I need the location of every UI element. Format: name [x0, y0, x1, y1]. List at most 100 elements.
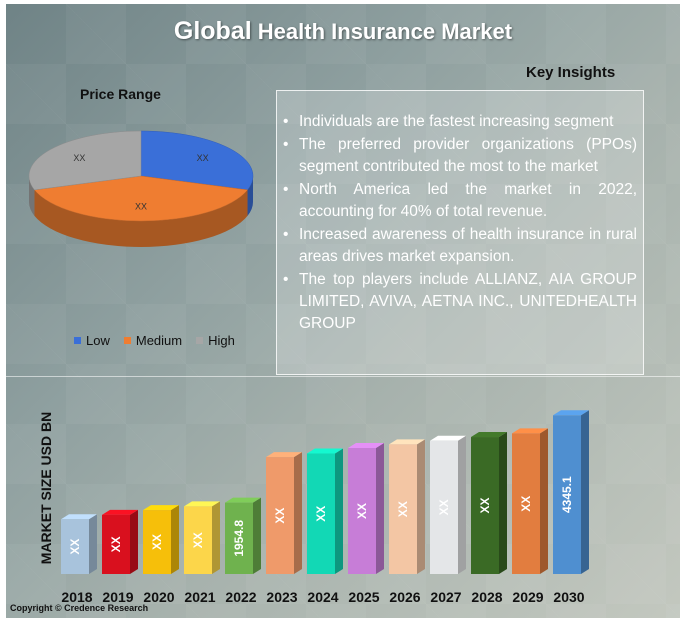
legend-swatch-high: [196, 337, 204, 344]
bar-front: [143, 510, 171, 574]
bar-front: [266, 457, 294, 574]
bar-front: [102, 514, 130, 574]
insight-item: The preferred provider organizations (PP…: [283, 134, 637, 178]
bar-top: [143, 505, 179, 511]
bar-data-label: XX: [109, 536, 123, 552]
pie-data-label: XX: [73, 153, 85, 163]
x-tick-label: 2030: [553, 589, 584, 605]
bar-front: [348, 448, 376, 574]
bar-front: [184, 506, 212, 574]
bar-top: [61, 514, 97, 520]
bar-front: [430, 440, 458, 574]
bar-top: [266, 452, 302, 458]
key-insights-box: Individuals are the fastest increasing s…: [276, 90, 644, 375]
legend-label-low: Low: [86, 333, 110, 348]
title-part2: Health Insurance Market: [257, 19, 513, 44]
bar-data-label: XX: [396, 501, 410, 517]
x-tick-label: 2023: [266, 589, 297, 605]
bar-top: [225, 497, 261, 503]
bar-top: [348, 443, 384, 448]
infographic-canvas: Global Health Insurance Market Price Ran…: [6, 4, 680, 618]
bar-data-label: 1954.8: [232, 520, 246, 557]
bar-top: [471, 432, 507, 438]
bar-front: [225, 502, 253, 574]
pie-chart: XX XX XX: [28, 130, 254, 247]
bar-data-label: XX: [478, 498, 492, 514]
legend-item-high: High: [196, 333, 235, 348]
bar-2030: [553, 410, 589, 574]
bar-top: [389, 439, 425, 445]
bar-top: [102, 509, 138, 515]
pie-slice-low: [140, 130, 254, 191]
bar-side: [253, 497, 261, 574]
bar-data-label: XX: [437, 499, 451, 515]
x-tick-label: 2022: [225, 589, 256, 605]
bar-side: [458, 435, 466, 574]
insights-list: Individuals are the fastest increasing s…: [277, 91, 643, 335]
pie-side-high: [29, 176, 35, 216]
bar-side: [171, 505, 179, 574]
x-tick-label: 2018: [61, 589, 92, 605]
bar-side: [581, 410, 589, 574]
pie-slice-high: [28, 130, 142, 191]
legend-swatch-low: [74, 337, 81, 344]
bar-side: [130, 509, 138, 574]
x-tick-label: 2019: [102, 589, 133, 605]
bar-2019: [102, 509, 138, 574]
x-tick-label: 2026: [389, 589, 420, 605]
bar-side: [335, 448, 343, 574]
bar-front: [471, 437, 499, 574]
bar-side: [540, 428, 548, 574]
insight-item: Individuals are the fastest increasing s…: [283, 111, 637, 133]
bar-side: [89, 514, 97, 574]
section-divider: [6, 376, 680, 377]
x-tick-label: 2029: [512, 589, 543, 605]
x-tick-label: 2025: [348, 589, 379, 605]
legend-label-medium: Medium: [135, 333, 183, 348]
bar-side: [212, 501, 220, 574]
bar-data-label: XX: [150, 534, 164, 550]
pie-slice-medium: [34, 175, 248, 222]
bar-2021: [184, 501, 220, 574]
pie-chart-title: Price Range: [80, 86, 161, 102]
bar-2020: [143, 505, 179, 574]
bar-data-label: XX: [519, 496, 533, 512]
bar-top: [307, 448, 343, 454]
legend-item-low: Low: [74, 333, 110, 348]
x-tick-label: 2024: [307, 589, 338, 605]
insight-item: Increased awareness of health insurance …: [283, 224, 637, 268]
pie-legend: Low Medium High: [74, 333, 235, 348]
title-part1: Global: [173, 17, 252, 45]
bar-2026: [389, 439, 425, 574]
bar-side: [376, 443, 384, 574]
bar-top: [430, 435, 466, 441]
bar-front: [389, 444, 417, 574]
legend-item-medium: Medium: [123, 333, 183, 348]
insight-item: The top players include ALLIANZ, AIA GRO…: [283, 269, 637, 335]
x-tick-label: 2020: [143, 589, 174, 605]
bar-data-label: XX: [273, 508, 287, 524]
bar-data-label: XX: [355, 503, 369, 519]
insight-item: North America led the market in 2022, ac…: [283, 179, 637, 223]
bar-front: [553, 415, 581, 574]
bar-chart: XX 2018 XX 2019 XX 2020 XX 2021 1954.8 2022 XX 2023…: [61, 410, 589, 605]
bar-2024: [307, 448, 343, 574]
legend-label-high: High: [208, 333, 235, 348]
pie-data-label: XX: [135, 202, 147, 212]
bar-top: [184, 501, 220, 507]
bar-data-label: XX: [68, 539, 82, 555]
bar-front: [61, 519, 89, 574]
bar-side: [499, 432, 507, 574]
bar-2022: [225, 497, 261, 574]
bar-side: [417, 439, 425, 574]
bar-2023: [266, 452, 302, 574]
pie-side-low: [247, 176, 253, 216]
pie-side-medium: [34, 189, 248, 247]
bar-2029: [512, 428, 548, 574]
bar-2027: [430, 435, 466, 574]
legend-swatch-medium: [123, 337, 131, 344]
page-title: Global Health Insurance Market: [6, 17, 680, 46]
bar-data-label: XX: [191, 532, 205, 548]
bar-front: [512, 433, 540, 574]
pie-data-label: XX: [197, 153, 209, 163]
